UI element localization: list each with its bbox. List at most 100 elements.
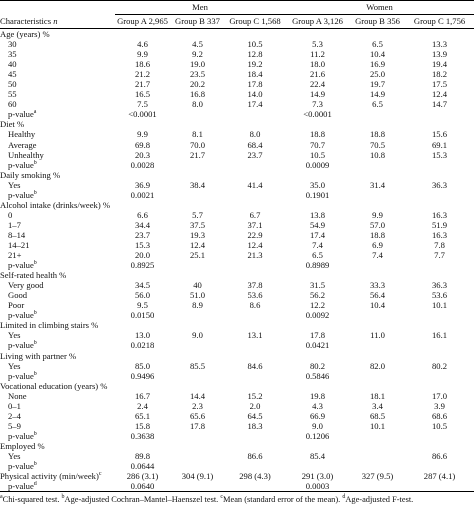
- column-header: Group C 1,568: [225, 14, 286, 29]
- row-label: p-valueb: [0, 160, 115, 170]
- value-cell: 0.0021: [130, 189, 155, 200]
- cell: [115, 200, 474, 210]
- data-row: 45 21.2 23.5 18.4 21.6 25.0 18.2: [0, 69, 474, 79]
- column-n: 3,126: [323, 16, 343, 26]
- value-cell: 8.0: [249, 129, 261, 140]
- data-row: 21+ 20.0 25.1 21.3 6.5 7.4 7.7: [0, 250, 474, 260]
- value-cell: 37.5: [189, 219, 206, 230]
- data-row: Very good 34.5 40 37.8 31.5 33.3 36.3: [0, 280, 474, 290]
- footnote-mark: b: [33, 340, 37, 347]
- value-cell: 53.6: [247, 290, 263, 301]
- value-cell: 13.1: [247, 330, 263, 341]
- section-title: Vocational education (years) %: [0, 381, 115, 391]
- value-cell: 17.8: [189, 420, 206, 431]
- value-cell: 20.0: [134, 250, 151, 261]
- value-cell: 80.2: [309, 360, 326, 371]
- row-label-text: p-value: [8, 430, 34, 441]
- column-n: 1,756: [445, 16, 466, 26]
- row-label-text: p-value: [8, 159, 34, 170]
- data-row: p-valueb 0.0644: [0, 461, 474, 471]
- value-cell: 0.0009: [305, 159, 330, 170]
- value-cell: 10.1: [432, 300, 448, 311]
- value-cell: 14.9: [309, 89, 326, 100]
- section-title-text: Employed %: [0, 440, 45, 451]
- value-cell: 18.4: [247, 69, 263, 80]
- section-title-text: Age (years) %: [0, 29, 50, 40]
- value-cell: 17.0: [432, 390, 448, 401]
- data-row: p-valueb 0.0028 0.0009: [0, 160, 474, 170]
- row-label-text: Poor: [8, 300, 25, 311]
- section-title-text: Limited in climbing stairs %: [0, 320, 99, 331]
- data-row: p-valueb 0.3638 0.1206: [0, 431, 474, 441]
- value-cell: 14.0: [247, 89, 263, 100]
- row-label: Poor: [0, 300, 115, 310]
- value-cell: 18.8: [369, 229, 386, 240]
- row-label-text: 30: [8, 39, 17, 50]
- footnote-mark: d: [342, 494, 346, 501]
- cell: [115, 441, 474, 451]
- row-label-text: p-value: [8, 310, 34, 321]
- value-cell: 65.1: [134, 410, 151, 421]
- section-title: Physical activity (min/week)c: [0, 471, 115, 481]
- section-row: Daily smoking %: [0, 170, 474, 180]
- value-cell: 0.3638: [130, 430, 155, 441]
- data-row: 5–9 15.8 17.8 18.3 9.0 10.1 10.5: [0, 421, 474, 431]
- row-label-text: 60: [8, 99, 17, 110]
- value-cell: 85.5: [189, 360, 206, 371]
- data-row: Yes 36.9 38.4 41.4 35.0 31.4 36.3: [0, 180, 474, 190]
- data-row: 50 21.7 20.2 17.8 22.4 19.7 17.5: [0, 79, 474, 89]
- value-cell: 68.6: [432, 410, 448, 421]
- value-cell: 0.9496: [130, 370, 155, 381]
- value-cell: [350, 431, 405, 441]
- value-cell: 304 (9.1): [181, 471, 214, 482]
- section-title: Daily smoking %: [0, 170, 115, 180]
- cell: [115, 29, 474, 40]
- row-label-text: p-value: [8, 461, 34, 472]
- value-cell: [350, 190, 405, 200]
- data-row: 0–1 2.4 2.3 2.0 4.3 3.4 3.9: [0, 401, 474, 411]
- value-cell: [170, 451, 225, 461]
- section-title: Self-rated health %: [0, 270, 115, 280]
- column-n: 1,568: [261, 16, 281, 26]
- value-cell: [225, 109, 285, 119]
- value-cell: 8.6: [249, 300, 261, 311]
- value-cell: [170, 310, 225, 320]
- value-cell: 0.0150: [130, 310, 155, 321]
- data-row: 14–21 15.3 12.4 12.4 7.4 6.9 7.8: [0, 240, 474, 250]
- group-header: Women: [285, 0, 474, 15]
- value-cell: 6.5: [372, 99, 383, 110]
- row-label: Unhealthy: [0, 150, 115, 160]
- column-n: 337: [207, 16, 220, 26]
- row-label: p-valueb: [0, 431, 115, 441]
- value-cell: 40: [193, 280, 202, 291]
- cell: [115, 320, 474, 330]
- value-cell: 0.0644: [130, 461, 155, 472]
- value-cell: 70.5: [369, 139, 386, 150]
- value-cell: 0.8925: [130, 260, 155, 271]
- header-row: Men Women: [0, 0, 474, 15]
- row-label: Yes: [0, 180, 115, 190]
- value-cell: 25.0: [369, 69, 386, 80]
- value-cell: 16.3: [432, 229, 448, 240]
- value-cell: 66.9: [309, 410, 326, 421]
- value-cell: 20.2: [189, 79, 206, 90]
- row-label-text: 14–21: [8, 240, 30, 250]
- row-label-text: Average: [8, 139, 37, 150]
- row-label: 21+: [0, 250, 115, 260]
- value-cell: 18.8: [309, 129, 326, 140]
- value-cell: 22.4: [309, 79, 326, 90]
- data-row: Unhealthy 20.3 21.7 23.7 10.5 10.8 15.3: [0, 150, 474, 160]
- value-cell: [170, 190, 225, 200]
- value-cell: 0.0003: [285, 481, 351, 493]
- table-body: Men Women Characteristics n Group A 2,965 Gr…: [0, 0, 474, 493]
- section-row: Vocational education (years) %: [0, 381, 474, 391]
- value-cell: 298 (4.3): [239, 471, 271, 482]
- row-label: None: [0, 391, 115, 401]
- value-cell: [405, 371, 474, 381]
- value-cell: 8.0: [192, 99, 203, 110]
- row-label: 0: [0, 210, 115, 220]
- row-label-text: 21+: [8, 250, 22, 261]
- footnote-mark: a: [0, 494, 3, 501]
- value-cell: 17.4: [247, 99, 263, 110]
